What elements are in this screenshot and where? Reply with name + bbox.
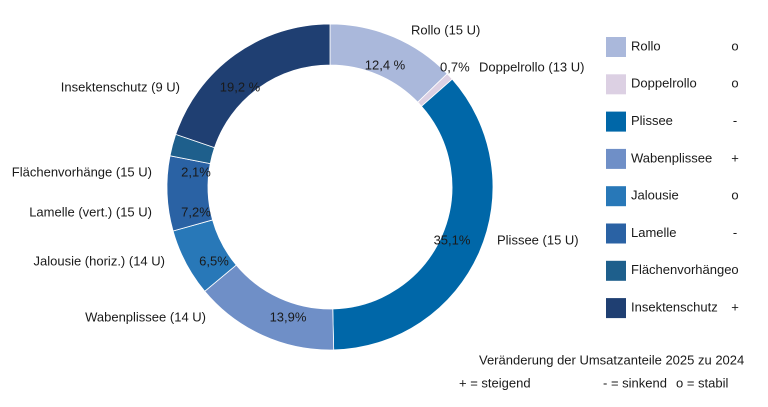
category-label: Plissee (15 U) xyxy=(497,232,579,247)
donut-segment xyxy=(204,264,335,351)
category-label: Jalousie (horiz.) (14 U) xyxy=(34,253,166,268)
legend-label: Insektenschutz xyxy=(631,300,718,315)
legend-trend: o xyxy=(731,76,738,91)
value-label: 35,1% xyxy=(434,232,471,247)
value-label: 13,9% xyxy=(270,309,307,324)
value-label: 0,7% xyxy=(440,59,470,74)
legend-trend: + xyxy=(731,150,739,165)
legend-label: Lamelle xyxy=(631,225,677,240)
note-key: + = steigend xyxy=(459,375,531,390)
value-label: 7,2% xyxy=(181,204,211,219)
legend-trend: + xyxy=(731,300,739,315)
legend-label: Doppelrollo xyxy=(631,76,697,91)
value-label: 19,2 % xyxy=(220,79,261,94)
legend-swatch xyxy=(606,148,626,169)
legend-swatch xyxy=(606,223,626,244)
legend-swatch xyxy=(606,260,626,281)
legend-swatch xyxy=(606,298,626,319)
legend-trend: - xyxy=(733,225,737,240)
legend-swatch xyxy=(606,74,626,95)
category-label: Wabenplissee (14 U) xyxy=(85,309,206,324)
note-key: - = sinkend xyxy=(603,375,667,390)
legend-trend: o xyxy=(731,38,738,53)
category-label: Lamelle (vert.) (15 U) xyxy=(29,204,152,219)
legend-label: Rollo xyxy=(631,38,661,53)
legend-swatch xyxy=(606,186,626,207)
donut-segment xyxy=(332,78,494,351)
value-label: 2,1% xyxy=(181,164,211,179)
legend-swatch xyxy=(606,111,626,132)
note-title: Veränderung der Umsatzanteile 2025 zu 20… xyxy=(479,352,744,367)
legend-trend: - xyxy=(733,113,737,128)
category-label: Flächenvorhänge (15 U) xyxy=(12,164,152,179)
legend-trend: o xyxy=(731,188,738,203)
legend-label: Plissee xyxy=(631,113,673,128)
donut-segment xyxy=(175,23,331,149)
legend-label: Wabenplissee xyxy=(631,150,712,165)
legend-label: Flächenvorhänge xyxy=(631,262,731,277)
legend-trend: o xyxy=(731,262,738,277)
category-label: Insektenschutz (9 U) xyxy=(61,79,180,94)
value-label: 12,4 % xyxy=(365,57,406,72)
category-label: Rollo (15 U) xyxy=(411,22,480,37)
category-label: Doppelrollo (13 U) xyxy=(479,59,585,74)
note-key: o = stabil xyxy=(676,375,729,390)
legend-label: Jalousie xyxy=(631,188,679,203)
value-label: 6,5% xyxy=(199,253,229,268)
legend-swatch xyxy=(606,37,626,57)
